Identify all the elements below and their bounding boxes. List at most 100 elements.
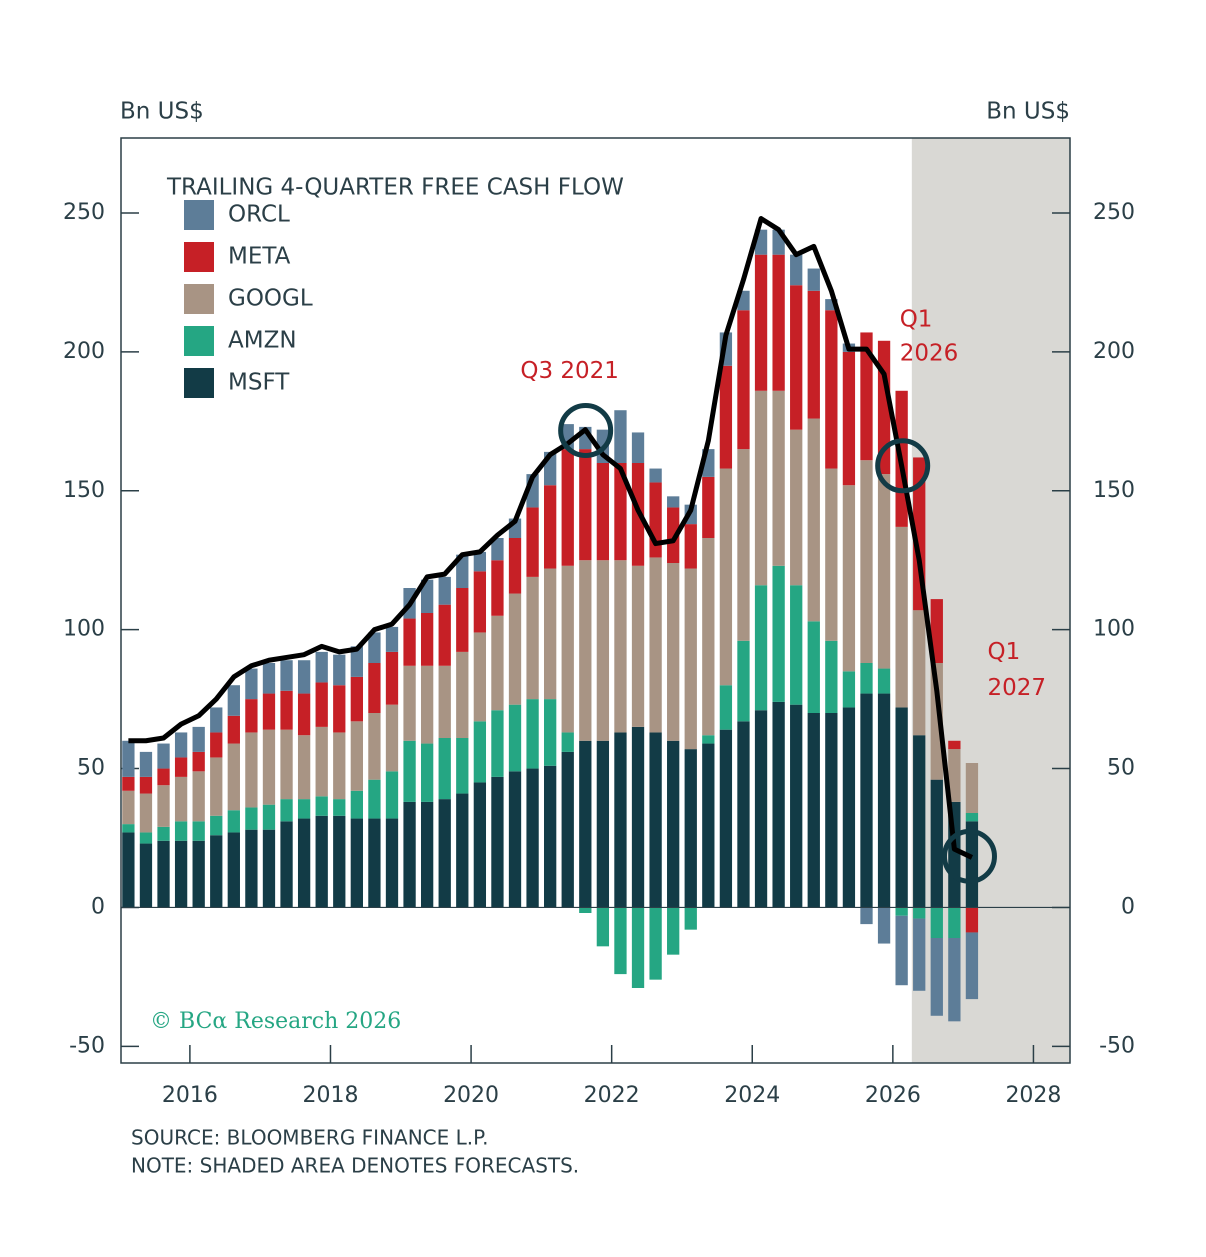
bar-segment — [544, 485, 557, 569]
x-tick-label: 2028 — [1005, 1083, 1061, 1108]
y2-tick-label: 0 — [1121, 894, 1135, 919]
plot-frame — [120, 137, 1071, 1064]
bar-segment — [526, 699, 539, 769]
bar-segment — [262, 829, 276, 908]
bar-segment — [544, 699, 557, 766]
legend-swatch — [184, 284, 214, 314]
bar-segment — [139, 843, 153, 908]
bar-segment — [526, 768, 539, 908]
bar-segment — [473, 721, 487, 783]
bar-segment — [561, 751, 574, 908]
bar-segment — [544, 568, 557, 700]
bar-segment — [842, 351, 856, 486]
bar-segment — [860, 663, 873, 694]
bar-segment — [192, 726, 205, 752]
bar-segment — [860, 332, 873, 461]
bar-segment — [174, 732, 188, 758]
bar-segment — [790, 429, 803, 586]
bar-segment — [790, 585, 803, 705]
bar-segment — [930, 779, 943, 908]
bar-segment — [719, 365, 733, 469]
bar-segment — [122, 832, 135, 908]
bar-segment — [262, 729, 276, 805]
bar-segment — [965, 813, 979, 822]
bar-segment — [913, 610, 926, 736]
legend-label: AMZN — [228, 328, 297, 354]
bar-segment — [280, 799, 293, 822]
bar-segment — [614, 907, 627, 975]
bar-segment — [596, 907, 610, 947]
bar-segment — [614, 410, 627, 463]
bar-segment — [139, 793, 153, 833]
bar-segment — [825, 299, 838, 311]
bar-segment — [473, 551, 487, 572]
bar-segment — [579, 907, 592, 913]
bar-segment — [227, 832, 240, 908]
bar-segment — [596, 740, 610, 908]
bar-segment — [649, 732, 662, 908]
bar-segment — [825, 468, 838, 641]
bar-segment — [139, 776, 153, 794]
bar-segment — [877, 340, 891, 475]
bar-segment — [930, 907, 943, 938]
bar-segment — [930, 663, 943, 780]
bar-segment — [210, 835, 223, 908]
bar-segment — [245, 732, 258, 808]
bar-segment — [895, 526, 908, 708]
bar-segment — [192, 751, 205, 772]
bar-segment — [649, 482, 662, 558]
bar-segment — [280, 729, 293, 800]
bar-segment — [877, 668, 891, 694]
bar-segment — [122, 740, 135, 777]
bar-segment — [315, 796, 328, 816]
bar-segment — [719, 685, 733, 730]
bar-segment — [420, 665, 434, 744]
annotation-label: Q1 — [900, 306, 933, 332]
x-tick-label: 2018 — [302, 1083, 358, 1108]
bar-segment — [561, 449, 574, 566]
bar-segment — [157, 768, 170, 786]
bar-segment — [157, 785, 170, 827]
y2-tick-label: 150 — [1093, 478, 1135, 503]
bar-segment — [227, 810, 240, 833]
bar-segment — [420, 579, 434, 613]
annotation-label: 2027 — [987, 675, 1046, 701]
bar-segment — [385, 704, 399, 772]
bar-segment — [280, 690, 293, 730]
bar-segment — [438, 604, 451, 666]
bar-segment — [227, 743, 240, 811]
bar-segment — [297, 735, 311, 800]
bar-segment — [210, 707, 223, 733]
bar-segment — [614, 732, 627, 908]
bar-segment — [508, 704, 522, 772]
bar-segment — [385, 771, 399, 819]
bar-segment — [350, 721, 363, 791]
bar-segment — [280, 660, 293, 691]
bar-segment — [315, 651, 328, 683]
bar-segment — [948, 740, 961, 750]
bar-segment — [174, 840, 188, 908]
bar-segment — [895, 707, 908, 908]
bar-segment — [965, 763, 979, 813]
bar-segment — [772, 390, 785, 566]
bar-segment — [350, 676, 363, 722]
bar-segment — [368, 779, 381, 819]
bar-segment — [297, 693, 311, 736]
bar-segment — [807, 290, 820, 419]
bar-segment — [157, 743, 170, 769]
bar-segment — [737, 721, 750, 908]
bar-segment — [192, 840, 205, 908]
bar-segment — [649, 468, 662, 483]
source: SOURCE: BLOOMBERG FINANCE L.P. — [131, 1126, 488, 1150]
bar-segment — [631, 432, 645, 463]
bar-segment — [790, 704, 803, 908]
bar-segment — [895, 915, 908, 986]
note: NOTE: SHADED AREA DENOTES FORECASTS. — [131, 1154, 579, 1178]
watermark: © BCα Research 2026 — [150, 1009, 401, 1034]
y-tick-label: 200 — [63, 339, 105, 364]
bar-segment — [438, 738, 451, 800]
bar-segment — [456, 554, 469, 588]
bar-segment — [737, 310, 750, 450]
bar-segment — [737, 449, 750, 641]
annotation-circle — [941, 828, 997, 884]
